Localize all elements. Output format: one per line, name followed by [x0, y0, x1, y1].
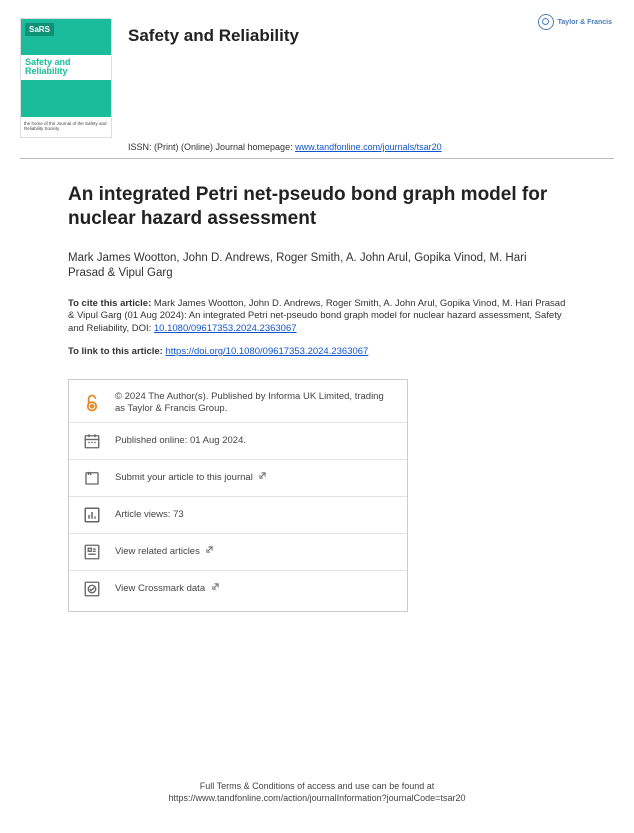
license-text: © 2024 The Author(s). Published by Infor… [115, 391, 395, 415]
publisher-name: Taylor & Francis [558, 19, 612, 26]
journal-cover: SaRS Safety and Reliability the home of … [20, 18, 112, 138]
info-box: © 2024 The Author(s). Published by Infor… [68, 379, 408, 612]
external-link-icon [258, 471, 267, 480]
external-link-icon [211, 582, 220, 591]
link-label: To link to this article: [68, 346, 165, 357]
published-text: Published online: 01 Aug 2024. [115, 435, 395, 447]
cover-footer: the home of the Journal of the Safety an… [21, 117, 111, 137]
views-icon [81, 504, 103, 526]
calendar-icon [81, 430, 103, 452]
cover-logo: SaRS [25, 23, 54, 36]
crossmark-text: View Crossmark data [115, 582, 395, 595]
related-text: View related articles [115, 545, 395, 558]
open-access-icon [81, 392, 103, 414]
article-link-row: To link to this article: https://doi.org… [68, 346, 566, 357]
journal-homepage-link[interactable]: www.tandfonline.com/journals/tsar20 [295, 142, 442, 152]
cover-top: SaRS [21, 19, 111, 55]
submit-text: Submit your article to this journal [115, 471, 395, 484]
citation-doi-link[interactable]: 10.1080/09617353.2024.2363067 [154, 323, 297, 334]
cover-title: Safety and Reliability [21, 55, 111, 80]
cover-body [21, 80, 111, 117]
authors: Mark James Wootton, John D. Andrews, Rog… [68, 251, 566, 282]
article-title: An integrated Petri net-pseudo bond grap… [68, 183, 566, 231]
citation-label: To cite this article: [68, 298, 151, 309]
journal-title: Safety and Reliability [128, 18, 299, 46]
info-published: Published online: 01 Aug 2024. [69, 423, 407, 460]
related-icon [81, 541, 103, 563]
external-link-icon [205, 545, 214, 554]
publisher-logo-icon [538, 14, 554, 30]
citation-block: To cite this article: Mark James Wootton… [68, 298, 566, 336]
content: An integrated Petri net-pseudo bond grap… [0, 159, 634, 612]
info-views: Article views: 73 [69, 497, 407, 534]
issn-row: ISSN: (Print) (Online) Journal homepage:… [0, 142, 634, 158]
info-license: © 2024 The Author(s). Published by Infor… [69, 384, 407, 423]
footer-line1: Full Terms & Conditions of access and us… [0, 780, 634, 793]
article-doi-link[interactable]: https://doi.org/10.1080/09617353.2024.23… [165, 346, 368, 357]
submit-icon [81, 467, 103, 489]
info-crossmark[interactable]: View Crossmark data [69, 571, 407, 607]
info-related[interactable]: View related articles [69, 534, 407, 571]
views-text: Article views: 73 [115, 509, 395, 521]
publisher-badge: Taylor & Francis [538, 14, 612, 30]
crossmark-icon [81, 578, 103, 600]
footer-line2: https://www.tandfonline.com/action/journ… [0, 792, 634, 805]
issn-label: ISSN: (Print) (Online) Journal homepage: [128, 142, 295, 152]
info-submit[interactable]: Submit your article to this journal [69, 460, 407, 497]
footer: Full Terms & Conditions of access and us… [0, 780, 634, 805]
